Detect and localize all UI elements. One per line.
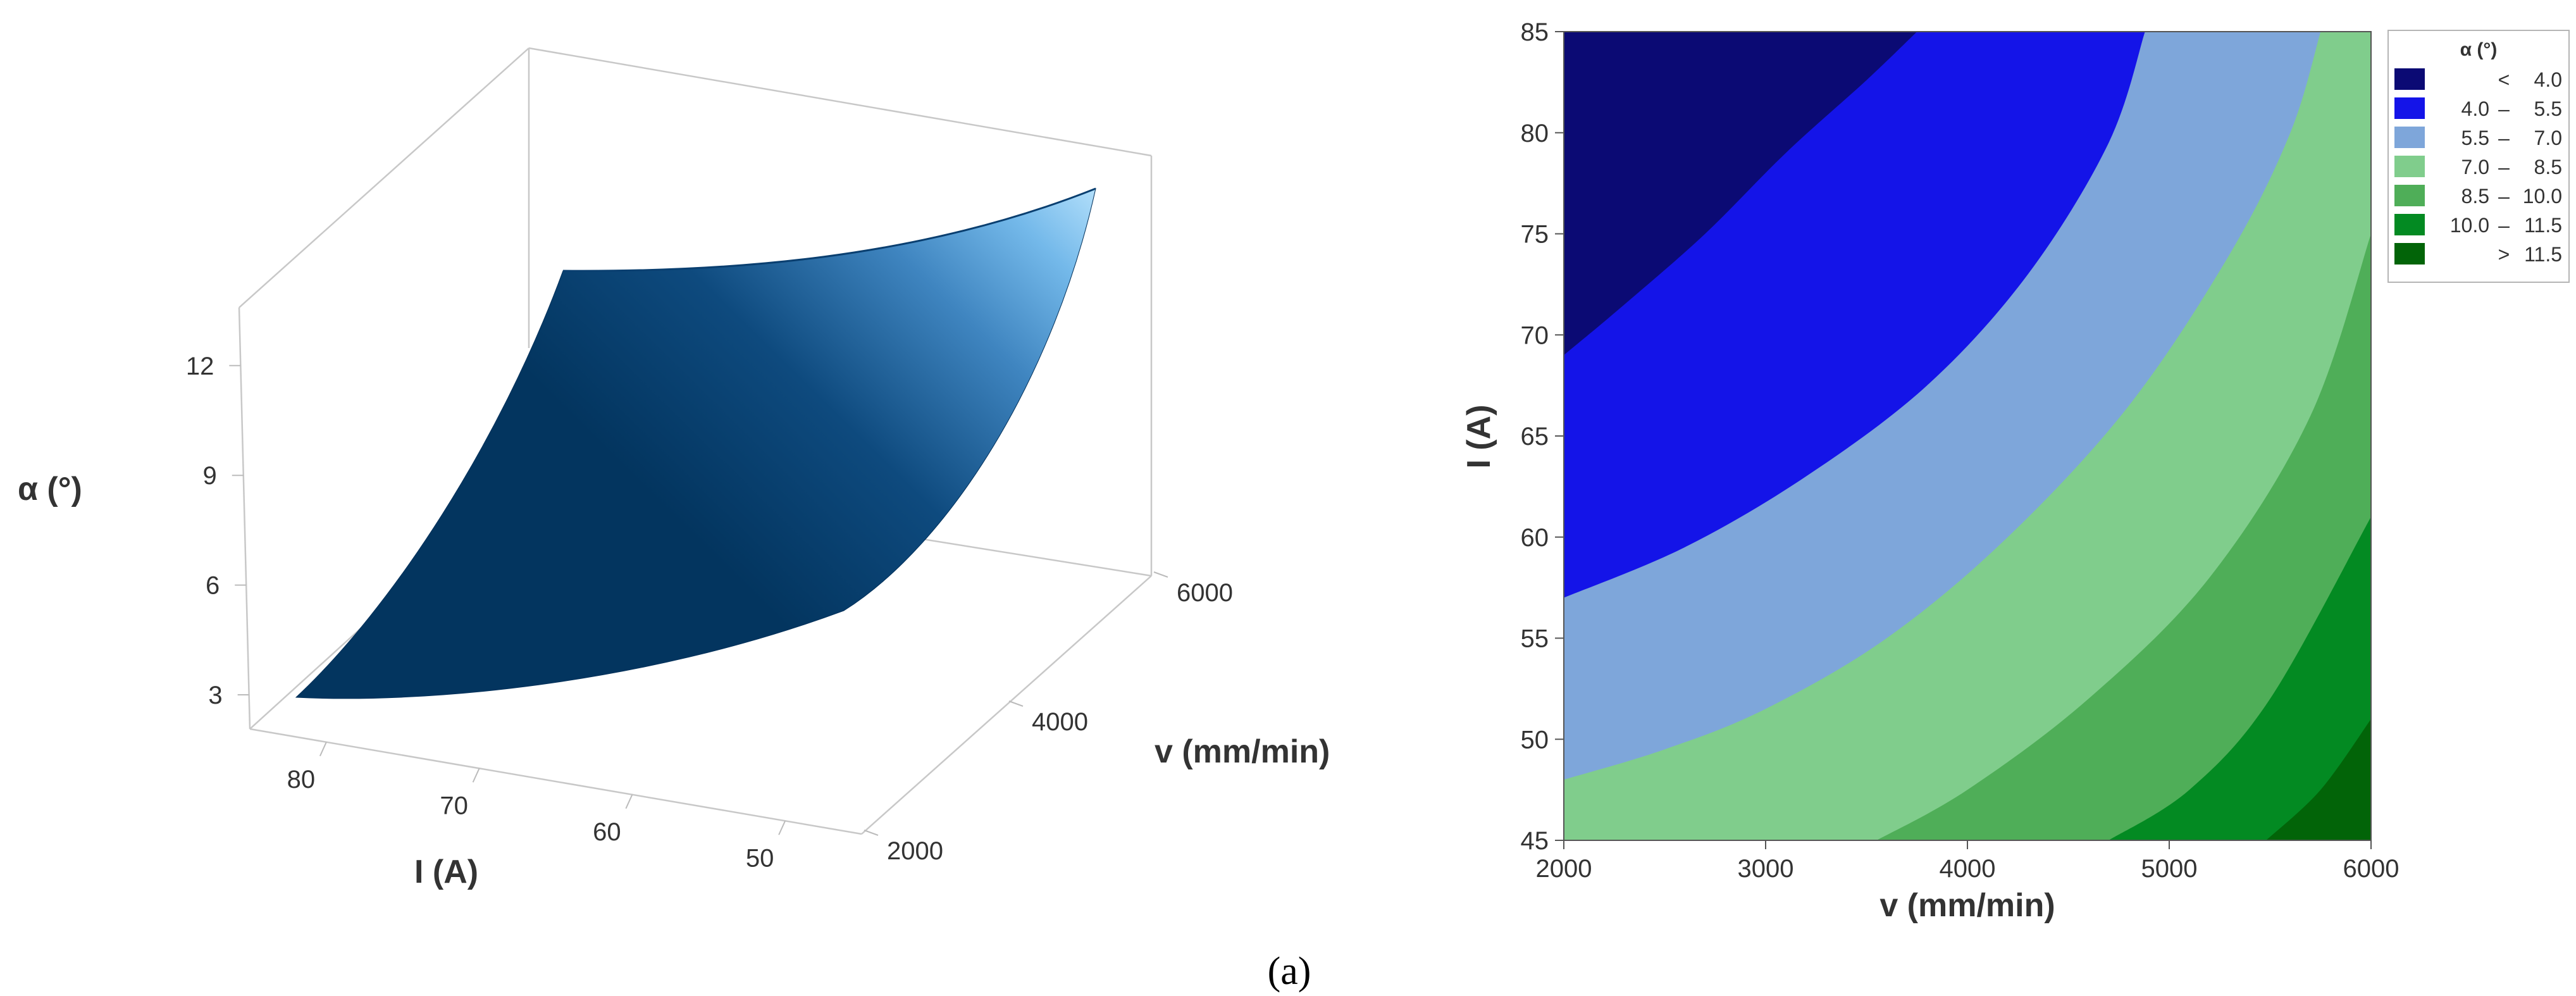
z-tick-label: 3	[208, 682, 222, 709]
contour-y-tick-label: 60	[1521, 524, 1549, 552]
contour-y-axis: 45 50 55 60 65 70 75 80 85	[1521, 18, 1564, 855]
y-tick-label: 6000	[1177, 579, 1233, 607]
legend-dash: –	[2498, 127, 2510, 149]
contour-y-axis-label: I (A)	[1461, 404, 1497, 468]
legend-low: 5.5	[2461, 127, 2489, 149]
contour-x-tick-label: 2000	[1536, 855, 1592, 883]
x-tick-label: 70	[440, 792, 468, 819]
y-tick-mark	[864, 830, 879, 836]
y-axis-label: v (mm/min)	[1155, 733, 1330, 770]
contour-x-axis-label: v (mm/min)	[1879, 887, 2055, 924]
contour-y-tick-label: 45	[1521, 827, 1549, 855]
x-tick-label: 50	[746, 844, 774, 872]
x-tick-mark	[625, 794, 633, 809]
legend-high: 11.5	[2524, 243, 2562, 266]
legend-swatch	[2394, 68, 2425, 90]
legend-dash: –	[2498, 97, 2510, 120]
contour-x-axis: 2000 3000 4000 5000 6000	[1536, 840, 2400, 883]
contour-region	[2266, 719, 2371, 840]
x-tick-label: 80	[287, 766, 316, 794]
y-tick-mark	[1153, 571, 1168, 578]
contour-region	[1876, 233, 2371, 840]
legend-dash: –	[2498, 185, 2510, 208]
z-tick-label: 6	[206, 572, 220, 600]
y-tick-mark	[1008, 700, 1024, 707]
legend-dash: –	[2498, 214, 2510, 237]
legend-operator: <	[2498, 68, 2510, 91]
figure-caption: (a)	[1268, 950, 1311, 993]
x-tick-mark	[319, 742, 327, 757]
legend-low: 7.0	[2461, 156, 2489, 178]
contour-x-tick-label: 6000	[2343, 855, 2400, 883]
contour-y-tick-label: 50	[1521, 726, 1549, 754]
legend-operator: >	[2498, 243, 2510, 266]
legend-low: 8.5	[2461, 185, 2489, 208]
z-tick-label: 12	[186, 352, 214, 380]
contour-y-tick-label: 80	[1521, 120, 1549, 147]
legend-high: 5.5	[2534, 97, 2562, 120]
legend-high: 8.5	[2534, 156, 2562, 178]
contour-chart: 2000 3000 4000 5000 6000 455055606570758085 …	[1461, 18, 2570, 924]
contour-region	[2108, 516, 2371, 840]
contour-y-tick-label: 75	[1521, 221, 1549, 249]
contour-x-tick-label: 4000	[1940, 855, 1996, 883]
surface-highlight-edge	[562, 187, 1096, 272]
contour-x-tick-label: 5000	[2141, 855, 2198, 883]
legend-swatch	[2394, 214, 2425, 235]
legend: α (°) <4.04.0–5.55.5–7.07.0–8.58.5–10.01…	[2387, 30, 2570, 283]
x-axis-label: I (A)	[414, 854, 478, 890]
legend-swatch	[2394, 127, 2425, 148]
legend-high: 11.5	[2524, 214, 2562, 237]
contour-y-tick-label: 65	[1521, 423, 1549, 451]
legend-high: 10.0	[2523, 185, 2562, 208]
legend-swatch	[2394, 97, 2425, 119]
legend-swatch	[2394, 156, 2425, 177]
y-tick-label: 2000	[887, 837, 943, 865]
z-axis-label: α (°)	[18, 471, 82, 507]
y-axis: 2000 4000 6000	[864, 571, 1233, 865]
x-tick-mark	[472, 768, 480, 783]
z-axis: 3 6 9 12	[186, 352, 249, 709]
legend-title: α (°)	[2460, 39, 2498, 60]
contour-y-tick-label: 70	[1521, 321, 1549, 349]
contour-regions	[1564, 32, 2371, 840]
response-surface	[295, 188, 1096, 699]
contour-y-tick-label: 85	[1521, 18, 1549, 46]
legend-dash: –	[2498, 156, 2510, 178]
legend-high: 7.0	[2534, 127, 2562, 149]
legend-low: 4.0	[2461, 97, 2489, 120]
x-tick-label: 60	[593, 818, 621, 846]
x-axis: 80 70 60 50	[287, 742, 786, 872]
legend-high: 4.0	[2534, 68, 2562, 91]
z-tick-label: 9	[203, 462, 217, 490]
legend-low: 10.0	[2450, 214, 2489, 237]
contour-x-tick-label: 3000	[1738, 855, 1794, 883]
legend-swatch	[2394, 243, 2425, 265]
legend-swatch	[2394, 185, 2425, 206]
x-tick-mark	[778, 820, 786, 835]
contour-y-tick-label: 55	[1521, 625, 1549, 653]
y-tick-label: 4000	[1032, 708, 1088, 736]
